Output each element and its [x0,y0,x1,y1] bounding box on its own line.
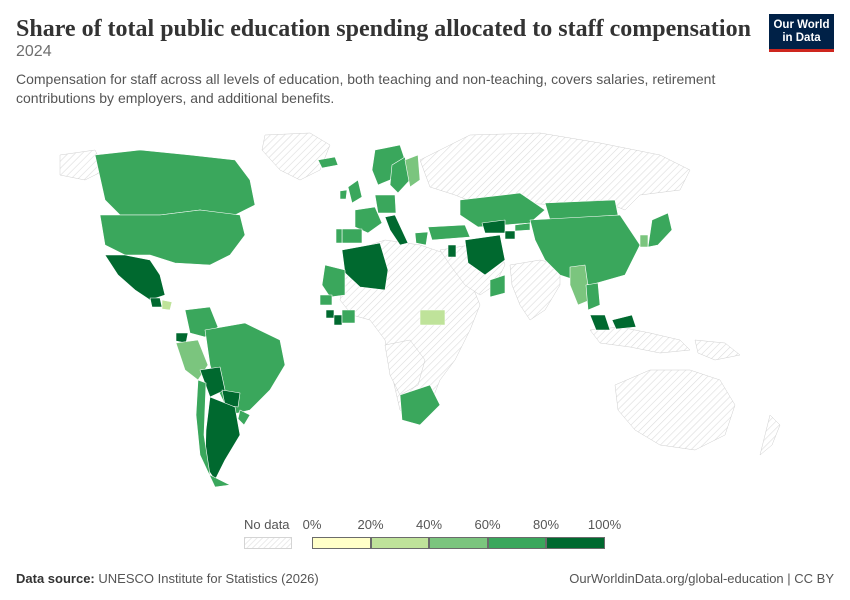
legend-bin-swatch[interactable] [371,537,430,549]
country-jordan[interactable] [448,245,456,257]
legend-tick-label: 20% [357,517,383,532]
country-greece[interactable] [415,232,428,245]
region-india-nodata[interactable] [510,260,560,320]
legend-tick-label: 40% [416,517,442,532]
country-south-korea[interactable] [640,235,648,247]
country-turkey[interactable] [428,225,470,240]
country-spain[interactable] [342,229,362,243]
region-australia-nodata[interactable] [615,370,735,450]
logo-line-1: Our World [769,19,834,32]
region-papua-nodata[interactable] [695,340,740,360]
region-greenland-nodata[interactable] [262,133,330,180]
country-guatemala[interactable] [150,298,162,307]
legend-no-data-label: No data [244,517,290,532]
owid-logo[interactable]: Our World in Data [769,14,834,52]
data-source-label: Data source: [16,571,95,586]
legend: No data 0% 20% 40% 60% 80% 100% [240,517,620,557]
country-tajikistan[interactable] [505,231,515,239]
world-map[interactable] [0,115,850,515]
footer-url[interactable]: OurWorldinData.org/global-education | CC… [569,571,834,586]
legend-bin-swatch[interactable] [546,537,605,549]
country-ireland[interactable] [340,190,347,199]
country-uk[interactable] [348,180,362,203]
country-uruguay[interactable] [238,410,250,425]
legend-tick-label: 60% [474,517,500,532]
data-source: Data source: UNESCO Institute for Statis… [16,571,319,586]
region-new-zealand-nodata[interactable] [760,415,780,455]
logo-line-2: in Data [769,32,834,45]
chart-title: Share of total public education spending… [16,14,736,44]
country-argentina[interactable] [205,397,240,480]
country-thailand[interactable] [586,283,600,310]
country-south-sudan[interactable] [420,310,445,325]
country-portugal[interactable] [336,229,342,243]
legend-no-data-swatch [244,537,292,549]
legend-bin-swatch[interactable] [488,537,547,549]
region-indonesia-nodata[interactable] [590,327,690,353]
legend-tick-label: 80% [533,517,559,532]
chart-year: 2024 [16,42,52,62]
data-source-text[interactable]: UNESCO Institute for Statistics (2026) [98,571,318,586]
country-germany[interactable] [375,195,396,213]
legend-tick-label: 0% [303,517,322,532]
country-japan[interactable] [648,213,672,247]
chart-subtitle: Compensation for staff across all levels… [16,70,776,108]
country-mexico[interactable] [105,255,165,300]
legend-bin-swatch[interactable] [429,537,488,549]
country-senegal[interactable] [320,295,332,305]
country-liberia[interactable] [334,315,342,325]
country-sierra-leone[interactable] [326,310,334,318]
country-mauritania[interactable] [322,265,345,297]
country-honduras[interactable] [162,300,172,310]
country-ivory-coast[interactable] [342,310,355,323]
legend-tick-label: 100% [588,517,621,532]
region-russia-nodata[interactable] [420,133,690,210]
legend-bin-swatch[interactable] [312,537,371,549]
country-canada[interactable] [95,150,255,215]
